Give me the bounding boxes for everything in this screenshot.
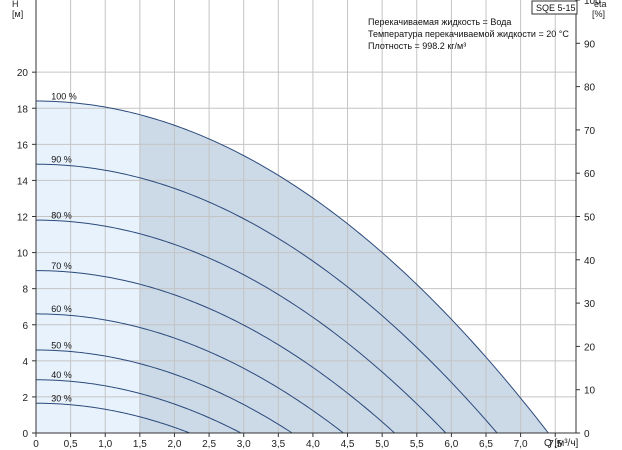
h-tick-label: 10	[17, 249, 29, 260]
x-axis-ticks: 0 0,5 1,0 1,5 2,0 2,5 3,0 3,5 4,0 4,5 5,0 5,5 6,0 6,5…	[33, 433, 563, 450]
eta-tick-label: 30	[584, 299, 596, 310]
performance-curve	[36, 379, 242, 434]
x-tick-label: 1,5	[133, 439, 147, 450]
x-tick-label: 4,0	[306, 439, 320, 450]
curve-label: 40 %	[51, 370, 72, 380]
curve-label: 30 %	[51, 394, 72, 404]
grid-lines	[36, 0, 576, 433]
h-tick-label: 6	[22, 321, 28, 332]
h-tick-label: 12	[17, 213, 29, 224]
x-tick-label: 5,5	[410, 439, 424, 450]
performance-curve	[35, 163, 498, 434]
curve-label: 60 %	[51, 304, 72, 314]
h-tick-label: 0	[22, 429, 28, 440]
eta-axis-title: eta	[594, 0, 607, 9]
eta-axis-ticks: 0 10 20 30 40 50 60 70 80 90 100	[576, 0, 601, 440]
eta-axis-unit: [%]	[592, 9, 605, 19]
h-tick-label: 20	[17, 68, 29, 79]
curve-label: 70 %	[51, 261, 72, 271]
eta-tick-label: 40	[584, 256, 596, 267]
model-badge-frame	[531, 0, 578, 15]
x-tick-label: 6,0	[444, 439, 458, 450]
performance-curve	[36, 402, 190, 434]
x-tick-label: 2,5	[202, 439, 216, 450]
dark-operating-region	[139, 114, 549, 434]
info-line-temperature: Температура перекачиваемой жидкости = 20…	[368, 29, 569, 39]
info-line-liquid: Перекачиваемая жидкость = Вода	[368, 17, 511, 27]
q-axis-label: Q [м³/ч]	[544, 438, 579, 449]
x-tick-label: 0,5	[64, 439, 78, 450]
h-tick-label: 16	[17, 140, 29, 151]
curve-label: 90 %	[51, 154, 72, 164]
performance-curve	[36, 313, 344, 434]
eta-tick-label: 20	[584, 342, 596, 353]
eta-tick-label: 100	[584, 0, 601, 7]
h-tick-label: 18	[17, 104, 29, 115]
performance-curves	[35, 100, 549, 434]
curve-labels: 100 % 90 % 80 % 70 % 60 % 50 % 40 % 30 %	[51, 91, 77, 403]
x-tick-label: 4,5	[341, 439, 355, 450]
info-line-density: Плотность = 998.2 кг/м³	[368, 41, 466, 51]
eta-tick-label: 80	[584, 83, 596, 94]
x-tick-label: 2,0	[168, 439, 182, 450]
light-operating-region	[36, 101, 140, 433]
eta-tick-label: 60	[584, 169, 596, 180]
x-tick-label: 6,5	[479, 439, 493, 450]
h-axis-ticks: 0 2 4 6 8 10 12 14 16 18 20	[17, 68, 36, 440]
model-badge: SQE 5-15	[536, 3, 576, 13]
curve-label: 80 %	[51, 210, 72, 220]
h-axis-unit: [м]	[12, 9, 23, 19]
performance-curve	[36, 349, 293, 434]
x-tick-label: 0	[33, 439, 39, 450]
eta-tick-label: 70	[584, 126, 596, 137]
performance-curve	[35, 219, 447, 434]
performance-curve	[35, 100, 549, 434]
eta-tick-label: 0	[584, 429, 590, 440]
x-tick-label: 5,0	[375, 439, 389, 450]
x-tick-label: 7,5	[548, 439, 562, 450]
x-tick-label: 3,0	[237, 439, 251, 450]
x-tick-label: 1,0	[98, 439, 112, 450]
eta-tick-label: 10	[584, 386, 596, 397]
x-tick-label: 7,0	[514, 439, 528, 450]
eta-tick-label: 90	[584, 39, 596, 50]
curve-label: 50 %	[51, 340, 72, 350]
curve-label: 100 %	[51, 91, 77, 101]
x-tick-label: 3,5	[271, 439, 285, 450]
eta-tick-label: 50	[584, 213, 596, 224]
h-axis-title: H	[12, 0, 19, 9]
h-tick-label: 14	[17, 176, 29, 187]
h-tick-label: 8	[22, 285, 28, 296]
performance-curve	[35, 270, 395, 434]
h-tick-label: 2	[22, 393, 28, 404]
h-tick-label: 4	[22, 357, 28, 368]
